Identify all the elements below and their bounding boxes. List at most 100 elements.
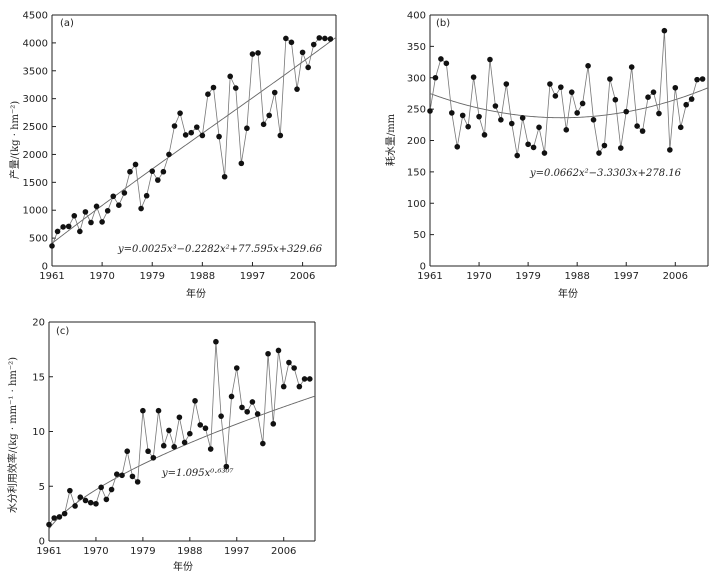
panel-c-data-point [140,407,146,414]
panel-b-label: (b) [436,18,450,29]
panel-c-data-point [192,398,198,404]
panel-a-data-point [110,193,117,200]
panel-a-xtick-label: 1970 [89,271,114,282]
panel-a-series-line [51,37,331,247]
panel-c-data-point [67,487,73,494]
panel-c-ytick-label: 0 [39,537,45,548]
panel-c-data-point [223,463,230,470]
panel-c-data-point [280,383,287,390]
panel-a-data-point [182,132,189,138]
panel-b-data-point [454,143,461,150]
panel-b-data-point [688,96,695,102]
panel-c-data-point [93,500,99,507]
panel-a-data-point [310,41,317,48]
panel-b-data-point [519,115,526,121]
panel-b-xtick-label: 1961 [417,271,442,282]
panel-b-xtick-label: 1970 [466,271,491,282]
panel-a-data-point [132,161,139,168]
panel-a-data-point [77,228,83,235]
panel-b-series-line [429,30,703,156]
panel-a-data-point [193,124,200,130]
panel-a-data-point [205,91,211,98]
panel-b-water-consumption: 0 50 100 150 200 250 300 350 400 1961 1970 1979 1988… [385,11,709,300]
panel-b-data-point [438,56,444,62]
panel-c-data-point [254,411,261,417]
panel-c-xlabel: 年份 [173,560,193,573]
panel-a-data-point [54,228,61,235]
panel-c-data-point [166,427,172,434]
panel-b-data-point [432,74,439,81]
panel-a-data-point [238,160,245,167]
panel-b-data-point [645,94,651,101]
panel-a-data-point [294,86,300,92]
panel-a-ytick-label: 3000 [23,94,48,105]
panel-c-data-point [150,454,157,461]
panel-c-xtick-label: 1979 [130,546,155,557]
panel-a-data-point [65,223,72,230]
panel-c-data-point [187,430,193,437]
panel-b-data-point [574,110,580,116]
panel-b-data-point [476,113,482,120]
panel-b-data-point [492,103,499,109]
panel-c-xtick-label: 1988 [177,546,202,557]
panel-b-data-point [503,81,510,87]
panel-c-data-point [171,444,177,450]
panel-a-data-point [299,49,306,56]
panel-c-data-point [213,338,219,345]
panel-c-data-point [77,494,84,501]
panel-b-data-point [683,101,689,108]
panel-a-data-point [177,110,183,116]
panel-a-ytick-label: 2000 [23,150,48,161]
panel-c-ytick-label: 5 [39,482,45,493]
panel-c-ylabel: 水分利用效率/(kg · mm⁻¹ · hm⁻²) [6,357,19,513]
panel-a-ytick-label: 1000 [23,206,48,217]
panel-a-data-point [104,207,111,214]
panel-c-data-point [301,376,308,382]
panel-c-data-point [145,448,151,455]
panel-b-data-point [558,84,564,90]
panel-b-data-point [552,93,559,99]
panel-b-xlabel: 年份 [558,287,578,300]
panel-a-data-point [322,35,328,42]
panel-c-data-point [207,446,214,452]
panel-a-data-point [155,177,161,183]
panel-b-data-point [541,150,548,156]
panel-c-data-point [218,413,224,419]
panel-a-data-point [216,133,222,140]
panel-b-data-point [470,74,477,80]
panel-c-data-point [291,365,297,371]
panel-c-data-point [82,497,89,504]
panel-b-equation: y=0.0662x²−3.3303x+278.16 [529,168,682,179]
panel-b-data-point [465,123,471,130]
panel-b-xtick-label: 1979 [515,271,540,282]
panel-c-data-point [176,414,183,421]
panel-a-data-point [127,168,133,175]
panel-a-ytick-label: 3500 [23,66,48,77]
panel-b-ytick-label: 150 [407,167,426,178]
panel-c-xtick-label: 2006 [271,546,296,557]
panel-b-ytick-label: 250 [407,105,426,116]
panel-a-data-point [60,224,66,230]
panel-a-ylabel: 产量/(kg · hm⁻²) [8,101,21,179]
panel-a-ytick-label: 2500 [23,122,48,133]
panel-a-ytick-label: 4500 [23,11,48,22]
panel-a-data-point [210,84,217,91]
panel-b-xtick-label: 1988 [564,271,589,282]
panel-a-ytick-label: 4000 [23,38,48,49]
panel-b-data-point [568,89,575,95]
panel-b-data-point [617,145,624,151]
panel-b-data-point [547,81,553,87]
panel-a-data-point [88,219,94,226]
panel-c-data-point [155,407,162,414]
panel-c-data-point [160,442,167,449]
panel-c-xtick-label: 1997 [224,546,249,557]
panel-a-data-point [82,209,89,215]
panel-b-ytick-label: 50 [413,230,426,241]
panel-c-data-point [286,359,292,366]
panel-c-data-point [72,503,78,509]
panel-b-trend-curve [429,87,709,119]
panel-b-data-point [443,60,450,67]
panel-b-data-point [607,76,613,82]
panel-c-xtick-label: 1970 [83,546,108,557]
